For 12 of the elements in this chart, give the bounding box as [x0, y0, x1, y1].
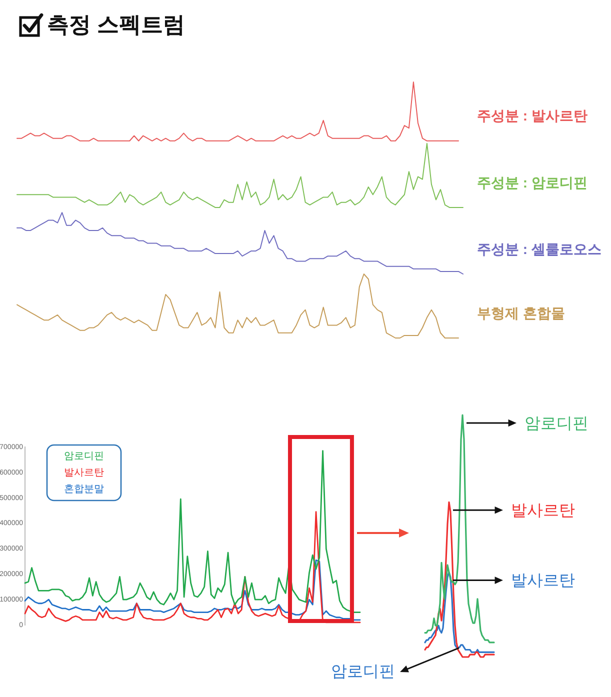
text: 암로디핀	[524, 415, 588, 432]
text: 발사르탄	[64, 468, 104, 478]
series-label: 주성분 : 암로디핀	[477, 174, 588, 190]
text: 암로디핀	[331, 663, 395, 680]
series-label: 부형제 혼합물	[477, 304, 565, 321]
chart-title: 측정 스펙트럼	[47, 12, 186, 38]
text: 발사르탄	[511, 572, 575, 590]
text: 발사르탄	[511, 502, 575, 520]
series-label: 주성분 : 셀룰로오스	[477, 240, 602, 257]
text: 혼합분말	[64, 484, 104, 495]
text: 암로디핀	[64, 451, 104, 462]
series-label: 주성분 : 발사르탄	[477, 108, 588, 124]
